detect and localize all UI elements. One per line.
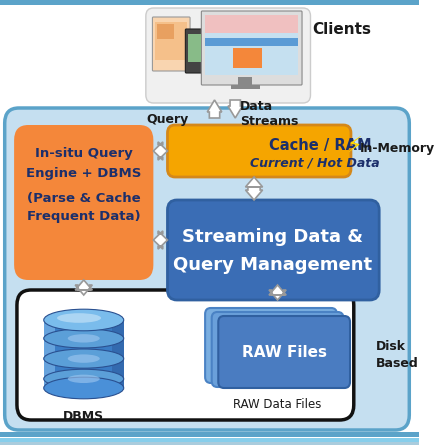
FancyBboxPatch shape: [218, 316, 350, 388]
FancyBboxPatch shape: [201, 11, 302, 85]
Polygon shape: [228, 100, 243, 118]
Bar: [231, 85, 260, 89]
Text: Query Management: Query Management: [173, 256, 372, 274]
Bar: [238, 77, 252, 85]
Text: RAW Files: RAW Files: [242, 344, 327, 360]
FancyBboxPatch shape: [146, 8, 311, 103]
Text: RAW Data Files: RAW Data Files: [233, 398, 322, 411]
Polygon shape: [75, 280, 92, 295]
Text: Frequent Data): Frequent Data): [27, 210, 141, 223]
Ellipse shape: [44, 377, 124, 399]
FancyBboxPatch shape: [186, 29, 204, 73]
Ellipse shape: [68, 334, 100, 343]
Text: In-situ Query: In-situ Query: [35, 147, 133, 160]
FancyBboxPatch shape: [17, 290, 354, 420]
FancyBboxPatch shape: [14, 125, 154, 280]
FancyBboxPatch shape: [153, 17, 190, 71]
FancyBboxPatch shape: [5, 108, 409, 430]
Polygon shape: [207, 100, 222, 118]
Bar: [205, 38, 298, 46]
Bar: [113, 320, 124, 388]
Text: ⚡: ⚡: [346, 137, 362, 157]
FancyBboxPatch shape: [205, 308, 337, 383]
Bar: [44, 320, 124, 388]
Ellipse shape: [44, 309, 124, 331]
Bar: [188, 34, 201, 62]
Polygon shape: [246, 177, 263, 200]
FancyBboxPatch shape: [167, 200, 379, 300]
Bar: [0, 432, 419, 437]
Ellipse shape: [44, 349, 124, 368]
Bar: [44, 320, 55, 388]
Text: Streaming Data &: Streaming Data &: [182, 228, 364, 246]
FancyBboxPatch shape: [167, 125, 351, 177]
Text: (Parse & Cache: (Parse & Cache: [27, 192, 141, 205]
Bar: [157, 24, 174, 39]
Text: Cache / RAM: Cache / RAM: [269, 138, 371, 153]
Text: In-Memory: In-Memory: [360, 142, 435, 154]
Polygon shape: [154, 142, 167, 160]
Text: DBMS: DBMS: [63, 410, 104, 423]
Text: Current / Hot Data: Current / Hot Data: [251, 156, 380, 169]
Polygon shape: [269, 285, 286, 300]
FancyBboxPatch shape: [212, 312, 344, 387]
Ellipse shape: [44, 329, 124, 348]
Bar: [0, 438, 419, 442]
Bar: [0, 442, 419, 445]
Polygon shape: [154, 231, 167, 249]
Bar: [0, 0, 419, 5]
Text: Data
Streams: Data Streams: [240, 100, 298, 128]
Ellipse shape: [68, 375, 100, 383]
Bar: [205, 15, 298, 75]
Ellipse shape: [68, 354, 100, 363]
Bar: [233, 48, 262, 68]
Text: Query: Query: [146, 113, 188, 126]
Ellipse shape: [44, 369, 124, 388]
Text: Disk
Based: Disk Based: [376, 340, 419, 370]
Text: Engine + DBMS: Engine + DBMS: [26, 167, 142, 180]
Bar: [205, 15, 298, 33]
Ellipse shape: [57, 313, 101, 323]
Text: Clients: Clients: [312, 22, 372, 37]
Bar: [155, 22, 187, 60]
